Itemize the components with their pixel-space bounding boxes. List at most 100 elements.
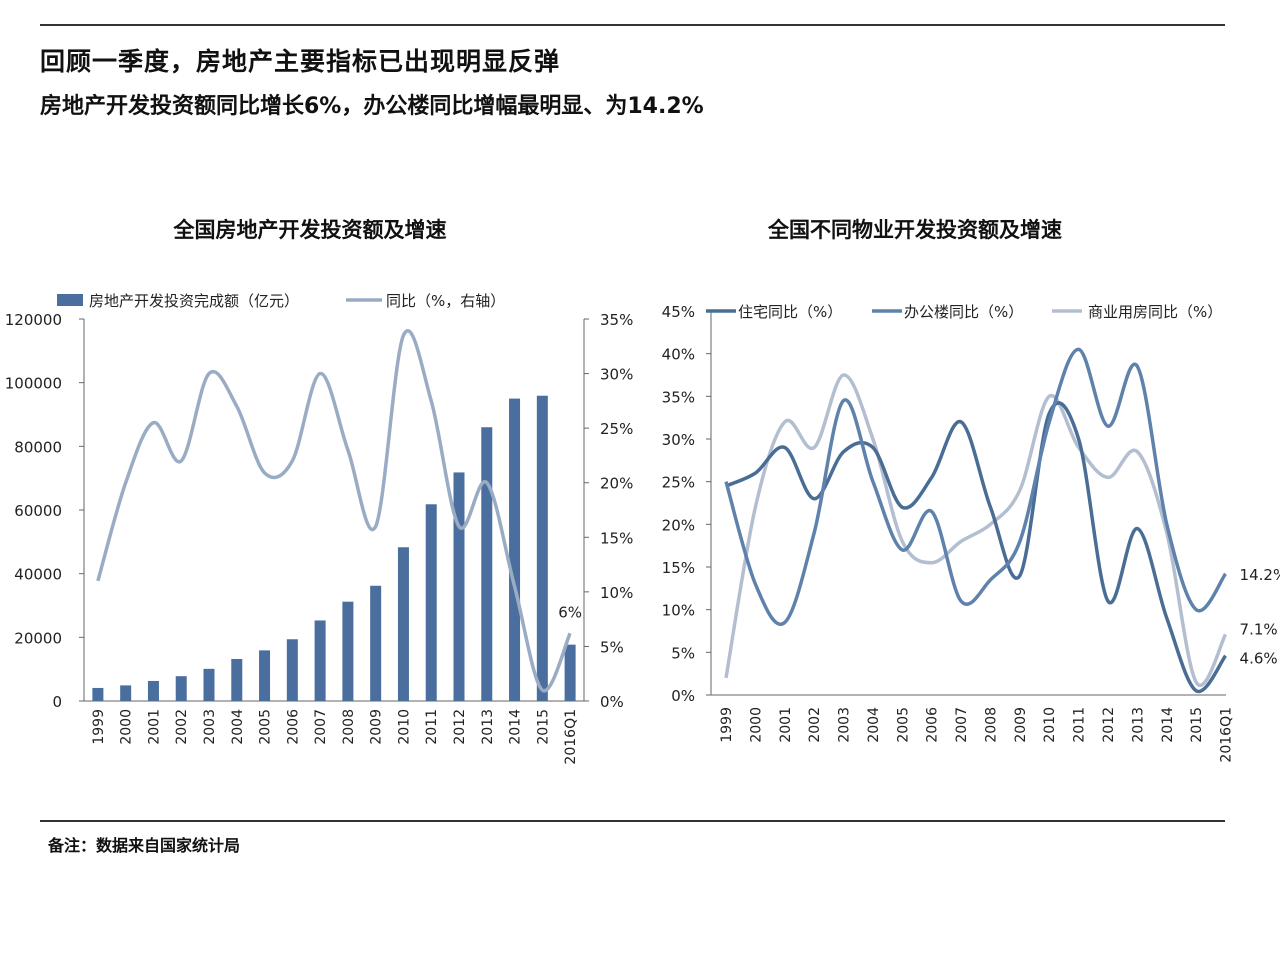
chart2-y-tick-label: 10% [662, 602, 695, 620]
chart2-y-tick-label: 25% [662, 474, 695, 492]
chart2-y-tick-label: 5% [671, 644, 695, 662]
chart2-y-tick-label: 0% [671, 687, 695, 705]
chart2-x-tick-label: 2016Q1 [1219, 707, 1235, 763]
chart1-right-tick-label: 10% [600, 584, 633, 602]
chart1-bar [92, 687, 104, 701]
chart1-x-tick-label: 2000 [119, 709, 135, 745]
chart1-bar [370, 585, 382, 701]
chart2-x-tick-label: 2005 [895, 707, 911, 743]
chart1-bar [314, 620, 326, 701]
page-subtitle: 房地产开发投资额同比增长6%，办公楼同比增幅最明显、为14.2% [40, 94, 704, 119]
chart1-left-tick-label: 60000 [14, 502, 62, 520]
chart2-x-tick-label: 2007 [954, 707, 970, 743]
chart1-left-tick-label: 40000 [14, 566, 62, 584]
chart1-bar [397, 547, 409, 701]
chart1-legend-bar-label: 房地产开发投资完成额（亿元） [89, 292, 299, 310]
chart2-legend-residential-label: 住宅同比（%） [738, 303, 842, 321]
chart1-annotation: 6% [558, 603, 582, 621]
chart2-property-types: 0% 5% 10% 15% 20% 25% 30% 35% 40% 45% 4.6% 14.2% 7.1… [662, 303, 1280, 763]
chart1-legend-bar-swatch [57, 294, 83, 306]
chart2-x-tick-label: 1999 [719, 707, 735, 743]
chart1-bar [509, 398, 521, 701]
chart2-office-line [724, 347, 1228, 626]
chart1-x-tick-label: 2009 [369, 709, 385, 745]
chart1-bar [342, 601, 354, 701]
chart2-x-tick-label: 2015 [1189, 707, 1205, 743]
chart2-x-tick-label: 2006 [925, 707, 941, 743]
chart2-x-tick-label: 2012 [1101, 707, 1117, 743]
chart1-x-tick-label: 2008 [341, 709, 357, 745]
chart2-y-tick-label: 45% [662, 303, 695, 321]
chart1-investment: 0 20000 40000 60000 80000 100000 120000 0% 5% 10%… [5, 292, 634, 765]
chart1-bar [286, 639, 298, 701]
bottom-rule [40, 820, 1225, 822]
chart1-yoy-line [96, 329, 572, 693]
chart2-y-tick-label: 35% [662, 388, 695, 406]
chart1-x-tick-label: 2001 [146, 709, 162, 745]
chart2-commercial-line [724, 373, 1228, 687]
chart2-legend-office-label: 办公楼同比（%） [904, 303, 1023, 321]
chart1-bar [259, 650, 271, 701]
chart2-x-tick-label: 2008 [983, 707, 999, 743]
chart1-bar [536, 395, 548, 701]
chart1-left-tick-label: 120000 [5, 311, 62, 329]
chart1-x-tick-label: 2006 [285, 709, 301, 745]
chart1-x-tick-label: 2013 [480, 709, 496, 745]
chart2-y-tick-label: 15% [662, 559, 695, 577]
chart1-bar [453, 472, 465, 701]
chart1-right-tick-label: 35% [600, 311, 633, 329]
chart2-x-tick-label: 2011 [1072, 707, 1088, 743]
chart1-left-tick-label: 80000 [14, 438, 62, 456]
chart1-right-tick-label: 0% [600, 693, 624, 711]
chart1-x-tick-label: 2014 [508, 709, 524, 745]
chart1-x-tick-label: 2007 [313, 709, 329, 745]
chart2-end-label-office: 14.2% [1240, 566, 1280, 584]
chart2-x-tick-label: 2000 [748, 707, 764, 743]
chart2-y-tick-label: 40% [662, 346, 695, 364]
chart2-end-label-residential: 4.6% [1240, 650, 1278, 668]
chart1-x-tick-label: 2011 [424, 709, 440, 745]
chart2-x-tick-label: 2009 [1013, 707, 1029, 743]
chart1-bar [564, 644, 576, 701]
chart1-bar [425, 504, 437, 701]
chart1-left-tick-label: 0 [52, 693, 62, 711]
chart2-x-tick-label: 2001 [778, 707, 794, 743]
footnote: 备注：数据来自国家统计局 [48, 836, 241, 855]
chart1-x-tick-label: 2003 [202, 709, 218, 745]
chart1-legend-line-label: 同比（%，右轴） [386, 292, 505, 310]
chart2-x-tick-label: 2003 [837, 707, 853, 743]
chart1-x-tick-label: 2010 [396, 709, 412, 745]
chart1-bar [481, 427, 493, 701]
chart2-y-tick-label: 20% [662, 516, 695, 534]
chart1-right-tick-label: 25% [600, 420, 633, 438]
chart1-bar [231, 658, 243, 701]
chart1-x-tick-label: 2004 [230, 709, 246, 745]
chart2-x-tick-label: 2014 [1160, 707, 1176, 743]
chart2-residential-line [725, 401, 1227, 694]
chart2-x-tick-label: 2002 [807, 707, 823, 743]
chart1-right-tick-label: 20% [600, 475, 633, 493]
chart1-bar [203, 668, 215, 701]
chart2-x-tick-label: 2010 [1042, 707, 1058, 743]
chart2-legend-commercial-label: 商业用房同比（%） [1088, 303, 1222, 321]
chart1-left-tick-label: 20000 [14, 629, 62, 647]
page-title: 回顾一季度，房地产主要指标已出现明显反弹 [40, 47, 561, 76]
chart1-bar [175, 676, 187, 701]
chart1-bar [120, 685, 132, 701]
chart1-left-tick-label: 100000 [5, 375, 62, 393]
chart2-y-tick-label: 30% [662, 431, 695, 449]
chart1-x-tick-label: 2005 [258, 709, 274, 745]
chart1-right-tick-label: 30% [600, 366, 633, 384]
chart2-x-tick-label: 2013 [1130, 707, 1146, 743]
chart1-right-tick-label: 5% [600, 638, 624, 656]
chart2-x-tick-label: 2004 [866, 707, 882, 743]
chart1-title: 全国房地产开发投资额及增速 [173, 218, 447, 242]
chart1-right-tick-label: 15% [600, 529, 633, 547]
chart2-end-label-commercial: 7.1% [1240, 620, 1278, 638]
chart1-x-tick-label: 2015 [535, 709, 551, 745]
chart1-x-tick-label: 1999 [91, 709, 107, 745]
top-rule [40, 24, 1225, 26]
chart1-x-tick-label: 2012 [452, 709, 468, 745]
chart2-title: 全国不同物业开发投资额及增速 [768, 218, 1062, 242]
chart1-x-tick-label: 2002 [174, 709, 190, 745]
